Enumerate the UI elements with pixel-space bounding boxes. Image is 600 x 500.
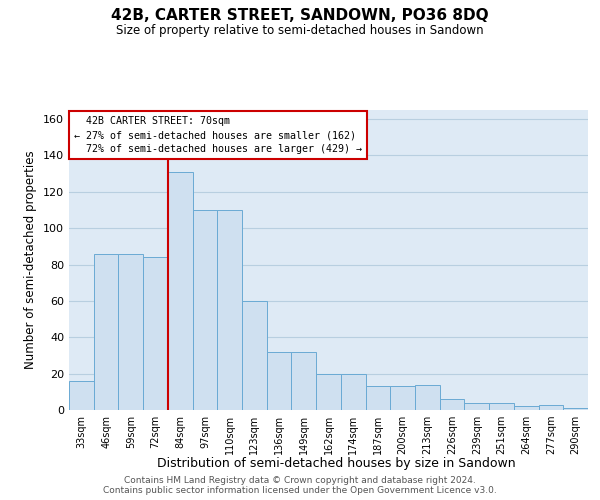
Text: Size of property relative to semi-detached houses in Sandown: Size of property relative to semi-detach…	[116, 24, 484, 37]
Bar	[489, 402, 514, 410]
Bar	[118, 254, 143, 410]
Text: 42B, CARTER STREET, SANDOWN, PO36 8DQ: 42B, CARTER STREET, SANDOWN, PO36 8DQ	[111, 8, 489, 22]
Bar	[563, 408, 588, 410]
Bar	[143, 258, 168, 410]
Bar	[390, 386, 415, 410]
Bar	[464, 402, 489, 410]
Bar	[365, 386, 390, 410]
Bar	[514, 406, 539, 410]
Bar	[415, 384, 440, 410]
Bar	[539, 404, 563, 410]
Bar	[267, 352, 292, 410]
Text: Contains public sector information licensed under the Open Government Licence v3: Contains public sector information licen…	[103, 486, 497, 495]
Bar	[440, 399, 464, 410]
Bar	[168, 172, 193, 410]
Y-axis label: Number of semi-detached properties: Number of semi-detached properties	[25, 150, 37, 370]
Bar	[94, 254, 118, 410]
Bar	[341, 374, 365, 410]
Bar	[69, 381, 94, 410]
Text: Contains HM Land Registry data © Crown copyright and database right 2024.: Contains HM Land Registry data © Crown c…	[124, 476, 476, 485]
Bar	[217, 210, 242, 410]
Bar	[316, 374, 341, 410]
Bar	[193, 210, 217, 410]
Text: 42B CARTER STREET: 70sqm
← 27% of semi-detached houses are smaller (162)
  72% o: 42B CARTER STREET: 70sqm ← 27% of semi-d…	[74, 116, 362, 154]
Bar	[242, 301, 267, 410]
Text: Distribution of semi-detached houses by size in Sandown: Distribution of semi-detached houses by …	[157, 458, 515, 470]
Bar	[292, 352, 316, 410]
